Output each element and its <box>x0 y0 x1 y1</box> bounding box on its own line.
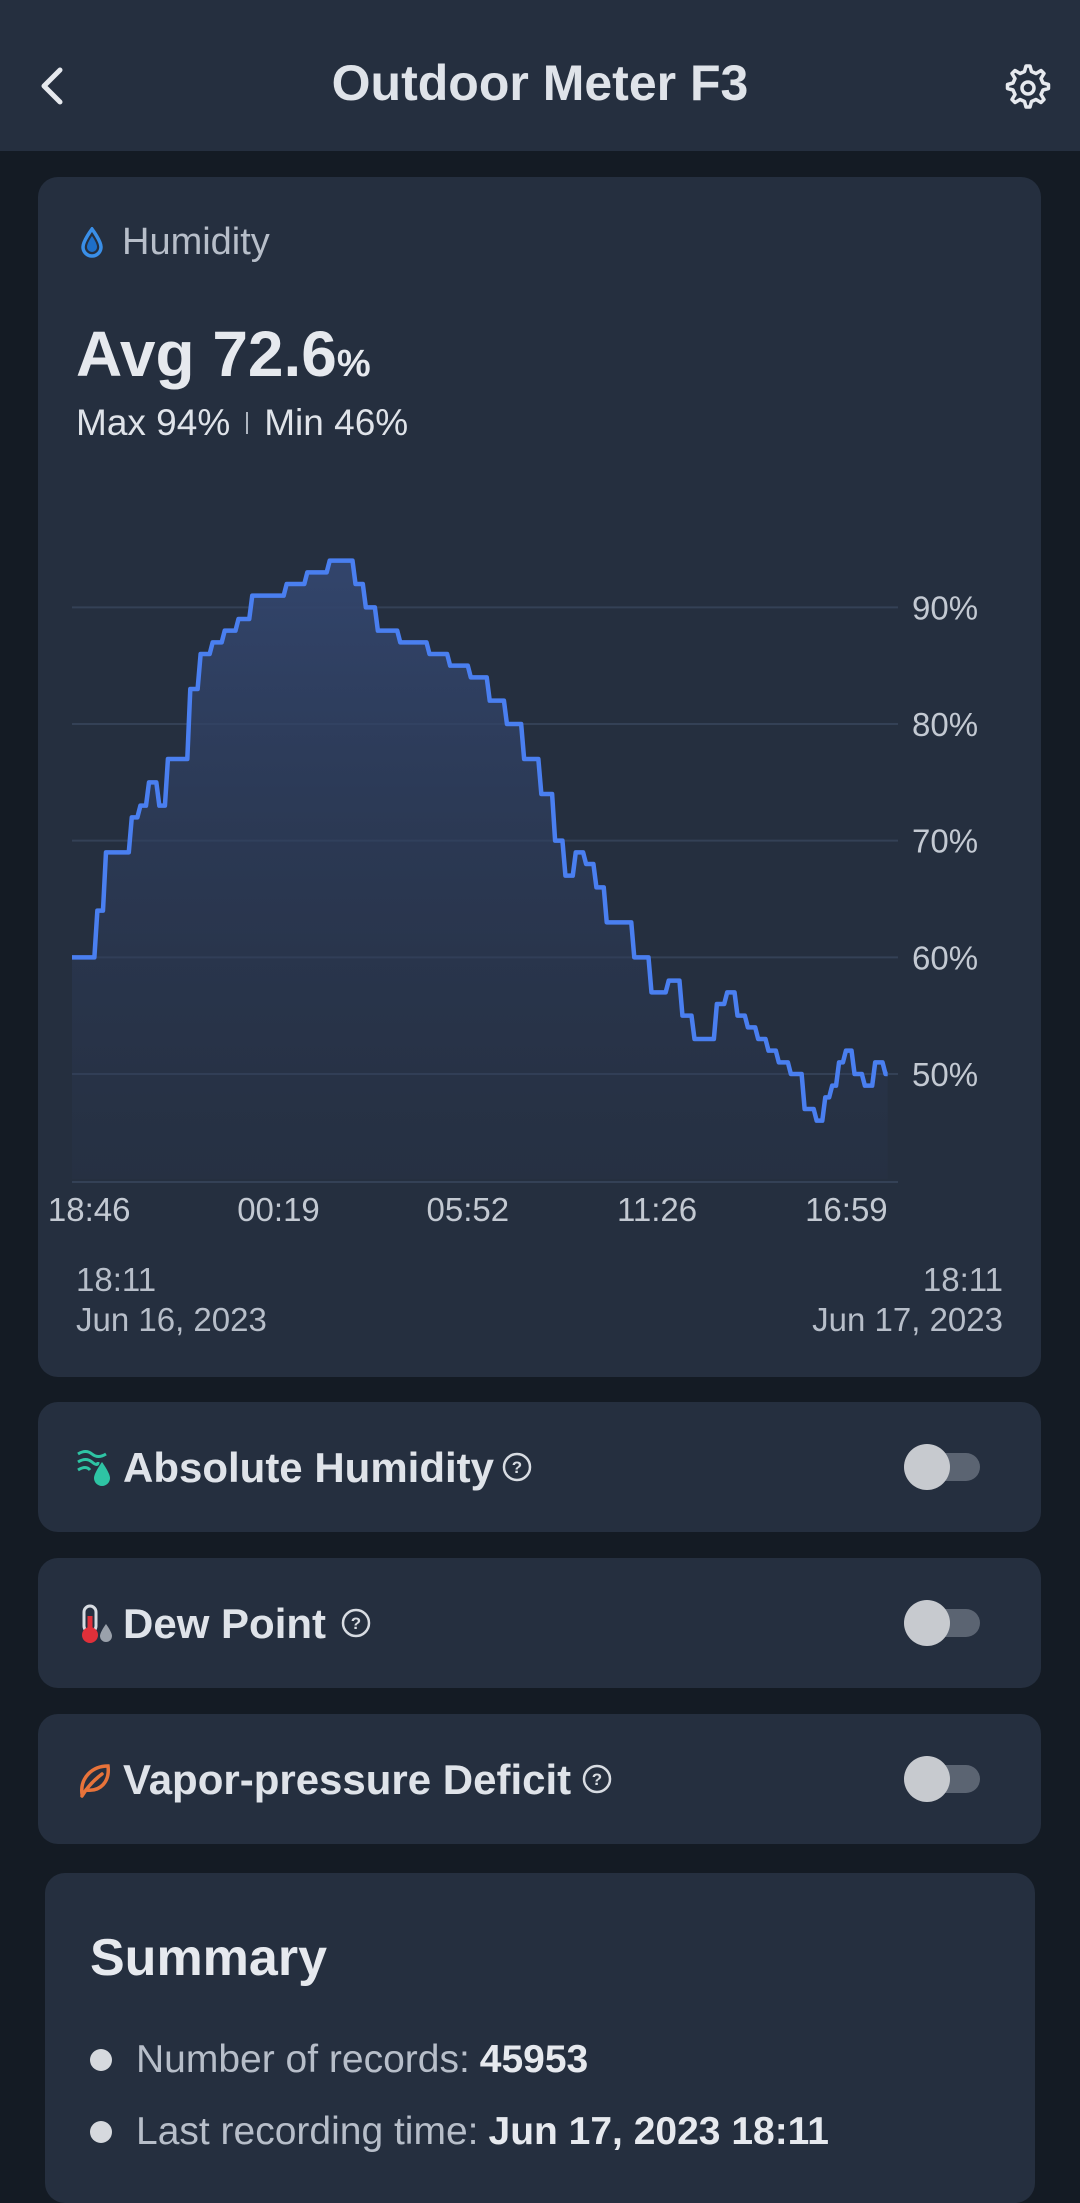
leaf-icon <box>80 1764 110 1798</box>
range-end-date: Jun 17, 2023 <box>812 1301 1003 1338</box>
humidity-series-line <box>72 558 888 1123</box>
absolute-humidity-row: Absolute Humidity ? <box>38 1402 1041 1532</box>
gear-icon <box>1005 64 1051 109</box>
droplet-icon <box>81 226 103 258</box>
svg-text:?: ? <box>351 1614 361 1633</box>
last-recording-label: Last recording time: <box>136 2110 479 2153</box>
wind-droplet-icon <box>77 1450 110 1486</box>
svg-text:?: ? <box>592 1770 602 1789</box>
toggle-knob <box>904 1444 950 1490</box>
summary-title: Summary <box>90 1929 327 1987</box>
average-number: Avg 72.6 <box>76 318 337 390</box>
records-value: 45953 <box>479 2038 589 2081</box>
dew-point-toggle[interactable] <box>904 1600 980 1646</box>
vapor-pressure-deficit-label: Vapor-pressure Deficit <box>123 1756 572 1803</box>
toggle-knob <box>904 1600 950 1646</box>
humidity-chart[interactable]: 50% 60% 70% 80% 90% 18:46 00:19 05:52 11:26 16:59 <box>38 177 1041 1247</box>
top-app-bar: Outdoor Meter F3 <box>0 0 1080 151</box>
y-tick-label: 80% <box>912 706 978 743</box>
x-tick-label: 18:46 <box>48 1191 131 1228</box>
x-tick-label: 11:26 <box>617 1191 697 1228</box>
max-min-row: Max 94% Min 46% <box>76 402 408 444</box>
range-start: 18:11 Jun 16, 2023 <box>76 1260 267 1340</box>
range-end-time: 18:11 <box>922 1261 1003 1298</box>
absolute-humidity-label: Absolute Humidity <box>123 1444 495 1491</box>
chevron-left-icon <box>41 67 63 105</box>
average-unit: % <box>336 343 371 385</box>
humidity-card: Humidity Avg 72.6% Max 94% Min 46% 50% 60… <box>38 177 1041 1377</box>
absolute-humidity-toggle[interactable] <box>904 1444 980 1490</box>
back-button[interactable] <box>34 58 74 114</box>
records-label: Number of records: <box>136 2038 470 2081</box>
toggle-knob <box>904 1756 950 1802</box>
help-icon[interactable]: ? <box>581 1763 613 1795</box>
humidity-header: Humidity <box>80 221 270 264</box>
humidity-area-fill <box>72 560 888 1179</box>
x-tick-label: 16:59 <box>805 1191 888 1228</box>
bullet <box>90 2049 112 2071</box>
records-count-item: Number of records: 45953 <box>90 2038 588 2082</box>
summary-card: Summary Number of records: 45953 Last re… <box>45 1873 1035 2203</box>
settings-button[interactable] <box>998 58 1054 114</box>
svg-text:?: ? <box>512 1458 522 1477</box>
y-tick-label: 50% <box>912 1056 978 1093</box>
page-title: Outdoor Meter F3 <box>331 55 749 111</box>
dew-point-label: Dew Point <box>123 1600 327 1647</box>
last-recording-item: Last recording time: Jun 17, 2023 18:11 <box>90 2110 829 2154</box>
dew-point-row: Dew Point ? <box>38 1558 1041 1688</box>
x-tick-label: 00:19 <box>237 1191 320 1228</box>
help-icon[interactable]: ? <box>501 1451 533 1483</box>
vapor-pressure-deficit-toggle[interactable] <box>904 1756 980 1802</box>
y-tick-label: 70% <box>912 823 978 860</box>
y-tick-label: 90% <box>912 589 978 626</box>
average-value: Avg 72.6% <box>76 317 371 391</box>
range-start-time: 18:11 <box>76 1261 157 1298</box>
range-end: 18:11 Jun 17, 2023 <box>812 1260 1003 1340</box>
thermometer-icon <box>82 1604 112 1643</box>
x-tick-label: 05:52 <box>426 1191 509 1228</box>
humidity-label: Humidity <box>122 221 270 263</box>
range-start-date: Jun 16, 2023 <box>76 1301 267 1338</box>
y-tick-label: 60% <box>912 939 978 976</box>
vapor-pressure-deficit-row: Vapor-pressure Deficit ? <box>38 1714 1041 1844</box>
divider <box>246 412 249 434</box>
max-value: Max 94% <box>76 402 231 443</box>
help-icon[interactable]: ? <box>340 1607 372 1639</box>
last-recording-value: Jun 17, 2023 18:11 <box>488 2110 829 2153</box>
bullet <box>90 2121 112 2143</box>
min-value: Min 46% <box>264 402 409 443</box>
